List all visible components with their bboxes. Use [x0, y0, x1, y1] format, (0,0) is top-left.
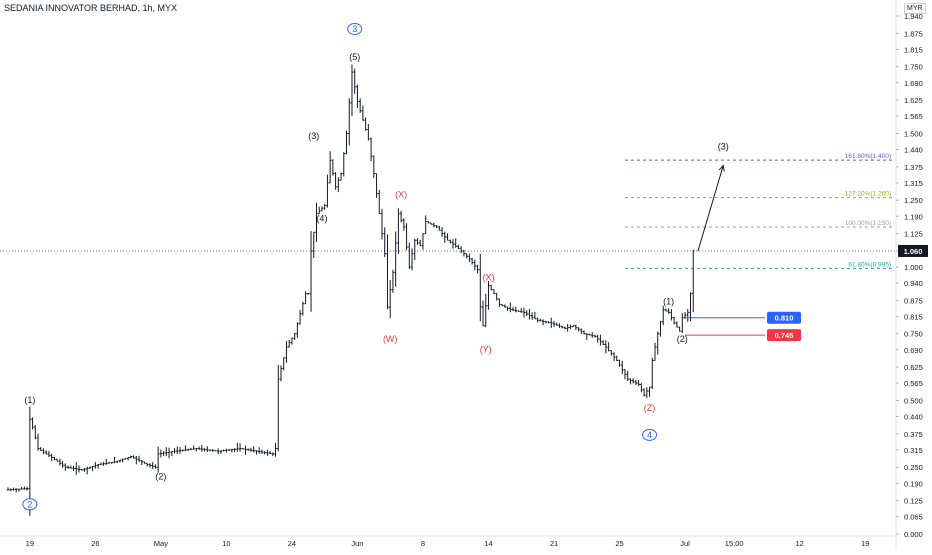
wave-label: 3	[352, 24, 357, 34]
wave-label: 2	[27, 499, 32, 509]
y-tick-label: 1.875	[904, 29, 923, 38]
wave-label-circle	[642, 428, 658, 441]
wave-label: (3)	[308, 131, 319, 141]
y-tick-label: 0.440	[904, 413, 923, 422]
y-tick-label: 0.940	[904, 279, 923, 288]
x-tick-label: 19	[861, 539, 869, 548]
wave-label: (Z)	[644, 403, 656, 413]
y-tick-label: 1.565	[904, 112, 923, 121]
y-tick-label: 1.125	[904, 230, 923, 239]
y-tick-label: 0.625	[904, 363, 923, 372]
y-tick-label: 1.000	[904, 263, 923, 272]
wave-label: (5)	[349, 52, 360, 62]
target-tag-label: 0.810	[775, 314, 794, 323]
wave-label: (1)	[663, 296, 674, 306]
y-tick-label: 1.500	[904, 129, 923, 138]
y-tick-label: 1.940	[904, 12, 923, 21]
current-price-label: 1.060	[904, 247, 923, 256]
y-tick-label: 1.625	[904, 96, 923, 105]
x-tick-label: Jun	[351, 539, 363, 548]
x-tick-label: 14	[484, 539, 492, 548]
wave-label: (4)	[316, 214, 327, 224]
wave-label-circle	[347, 23, 363, 36]
y-tick-label: 0.565	[904, 379, 923, 388]
stop-tag	[767, 329, 801, 342]
x-tick-label: 19	[26, 539, 34, 548]
y-tick-label: 0.250	[904, 463, 923, 472]
x-tick-label: May	[154, 539, 168, 548]
projection-arrow-head	[718, 164, 725, 172]
x-tick-label: 26	[91, 539, 99, 548]
x-tick-label: 15:00	[725, 539, 744, 548]
y-tick-label: 0.875	[904, 296, 923, 305]
wave-label: (W)	[383, 334, 398, 344]
y-tick-label: 0.375	[904, 430, 923, 439]
chart-title: SEDANIA INNOVATOR BERHAD, 1h, MYX	[4, 3, 178, 13]
wave-label: (2)	[155, 471, 166, 481]
y-tick-label: 1.690	[904, 79, 923, 88]
y-tick-label: 0.815	[904, 312, 923, 321]
y-tick-label: 0.065	[904, 513, 923, 522]
wave-label: (X)	[395, 190, 407, 200]
y-tick-label: 1.250	[904, 196, 923, 205]
current-price-tag	[898, 244, 928, 257]
x-tick-label: 21	[550, 539, 558, 548]
y-tick-label: 0.500	[904, 396, 923, 405]
x-tick-label: 25	[615, 539, 623, 548]
x-tick-label: 10	[222, 539, 230, 548]
currency-label[interactable]: MYR	[904, 3, 926, 14]
wave-label: (Y)	[480, 344, 492, 354]
wave-label: (1)	[24, 395, 35, 405]
y-tick-label: 0.190	[904, 479, 923, 488]
y-tick-label: 0.315	[904, 446, 923, 455]
y-tick-label: 1.315	[904, 179, 923, 188]
fib-level-label: 127.20%(1.260)	[845, 191, 891, 198]
projection-arrow-line	[697, 165, 724, 252]
fib-level-label: 161.80%(1.400)	[845, 153, 891, 160]
wave-label: (X)	[482, 272, 494, 282]
fib-level-label: 61.80%(0.995)	[848, 261, 891, 268]
x-tick-label: 24	[288, 539, 296, 548]
y-tick-label: 0.000	[904, 530, 923, 539]
y-tick-label: 1.815	[904, 45, 923, 54]
x-tick-label: 8	[421, 539, 425, 548]
y-tick-label: 0.125	[904, 497, 923, 506]
y-tick-label: 1.375	[904, 163, 923, 172]
y-tick-label: 0.750	[904, 330, 923, 339]
x-tick-label: 12	[796, 539, 804, 548]
wave-label: (3)	[718, 142, 729, 152]
x-tick-label: Jul	[680, 539, 690, 548]
y-tick-label: 0.690	[904, 346, 923, 355]
y-tick-label: 1.440	[904, 146, 923, 155]
wave-label-circle	[22, 498, 38, 511]
y-tick-label: 1.190	[904, 212, 923, 221]
wave-label: 4	[647, 430, 652, 440]
fib-level-label: 100.00%(1.150)	[845, 220, 891, 227]
stop-tag-label: 0.745	[775, 331, 794, 340]
target-tag	[767, 311, 801, 324]
y-tick-label: 1.750	[904, 63, 923, 72]
wave-label: (2)	[677, 334, 688, 344]
